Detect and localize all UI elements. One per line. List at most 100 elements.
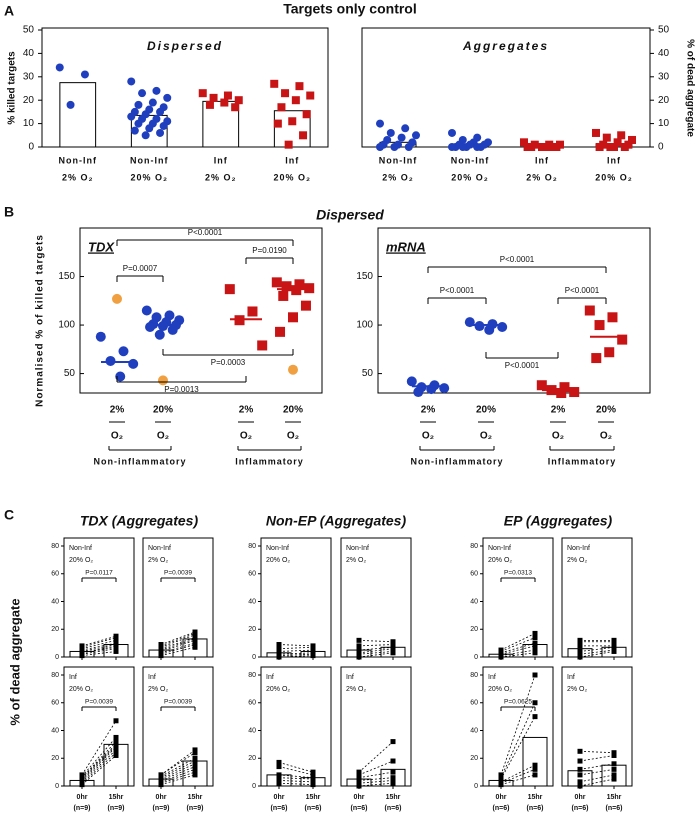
x-tick-label: 20% [476, 405, 496, 416]
pair-line [160, 637, 196, 650]
pair-line [278, 777, 314, 780]
data-point [569, 387, 580, 398]
data-point [134, 119, 143, 128]
condition-label: 20% O₂ [69, 686, 93, 693]
data-point [595, 143, 604, 151]
data-point [310, 650, 316, 656]
data-point [390, 143, 399, 151]
condition-label: Non-Inf [69, 545, 92, 552]
p-value: P=0.0039 [85, 699, 113, 706]
data-point [156, 128, 165, 137]
pair-line [160, 646, 196, 657]
plot-frame [260, 666, 332, 787]
pair-line [160, 639, 196, 652]
data-point [532, 630, 538, 636]
x-tick-sublabel: O₂ [111, 431, 123, 442]
plot-frame [63, 666, 135, 787]
pair-line [579, 768, 615, 776]
x-tick-sublabel: (n=9) [74, 805, 91, 812]
y-tick-label: 20 [658, 95, 670, 106]
y-tick-label: 50 [64, 368, 76, 379]
data-point [192, 644, 198, 650]
data-point [604, 347, 615, 358]
data-point [607, 312, 618, 323]
p-value: P=0.0313 [504, 570, 532, 577]
data-point [592, 128, 600, 137]
data-point [306, 91, 315, 100]
data-point [484, 324, 495, 335]
condition-label: Inf [69, 674, 77, 681]
data-point [611, 637, 617, 643]
data-point [356, 772, 362, 778]
pair-line [579, 778, 615, 787]
data-point [532, 635, 538, 641]
y-axis-label: % of dead aggregate [684, 39, 695, 137]
y-tick-label: 150 [356, 271, 373, 282]
data-point [498, 775, 504, 781]
x-tick-label: Non-Inf [130, 155, 169, 165]
pair-line [358, 780, 394, 784]
data-point [295, 82, 304, 91]
y-tick-label: 60 [51, 571, 59, 578]
data-point [611, 750, 617, 756]
data-point [390, 642, 396, 648]
data-point [577, 651, 583, 657]
condition-label: 2% O₂ [148, 557, 169, 564]
data-point [138, 89, 147, 98]
data-point [281, 281, 292, 292]
pair-line [81, 737, 117, 777]
bar [59, 82, 97, 148]
p-value: P=0.0117 [85, 570, 113, 577]
x-tick-label: 0hr [274, 794, 285, 801]
plot-title: Dispersed [147, 39, 223, 53]
pair-line [160, 644, 196, 655]
plot-frame [561, 666, 633, 787]
data-point [192, 772, 198, 778]
condition-label: Inf [488, 674, 496, 681]
pair-line [358, 651, 394, 655]
y-tick-label: 0 [252, 783, 256, 790]
data-point [532, 766, 538, 772]
y-tick-label: 30 [23, 71, 35, 82]
data-point [145, 322, 156, 332]
data-point [611, 772, 617, 778]
data-point [205, 100, 214, 109]
plot-frame [561, 537, 633, 658]
data-point [559, 382, 570, 393]
data-point [247, 306, 258, 317]
x-tick-label: 0hr [496, 794, 507, 801]
pair-line [160, 638, 196, 651]
data-point [192, 769, 198, 775]
data-point [498, 647, 504, 653]
data-point [532, 672, 538, 678]
condition-label: 20% O₂ [266, 557, 290, 564]
data-point [130, 126, 139, 135]
condition-label: 2% O₂ [346, 686, 367, 693]
condition-label: Non-Inf [148, 545, 171, 552]
data-point [532, 647, 538, 653]
pair-line [579, 646, 615, 652]
p-value: P<0.0001 [505, 361, 540, 370]
data-point [270, 79, 279, 88]
data-point [288, 117, 297, 126]
plot-frame [361, 27, 651, 148]
y-tick-label: 60 [470, 700, 478, 707]
data-point [390, 780, 396, 786]
data-point [390, 639, 396, 645]
pair-line [81, 651, 117, 657]
x-tick-sublabel: (n=6) [493, 805, 510, 812]
data-point [397, 133, 406, 142]
pair-line [358, 741, 394, 773]
plot-title: mRNA [386, 239, 426, 254]
pair-line [579, 763, 615, 770]
pair-line [278, 653, 314, 657]
plot-frame [142, 666, 214, 787]
data-point [628, 135, 636, 144]
plot-frame [340, 666, 412, 787]
data-point [141, 131, 150, 140]
data-point [404, 143, 413, 151]
x-tick-sublabel: (n=6) [572, 805, 589, 812]
pair-line [358, 648, 394, 654]
data-point [390, 739, 396, 745]
x-tick-label: Non-Inf [59, 155, 98, 165]
